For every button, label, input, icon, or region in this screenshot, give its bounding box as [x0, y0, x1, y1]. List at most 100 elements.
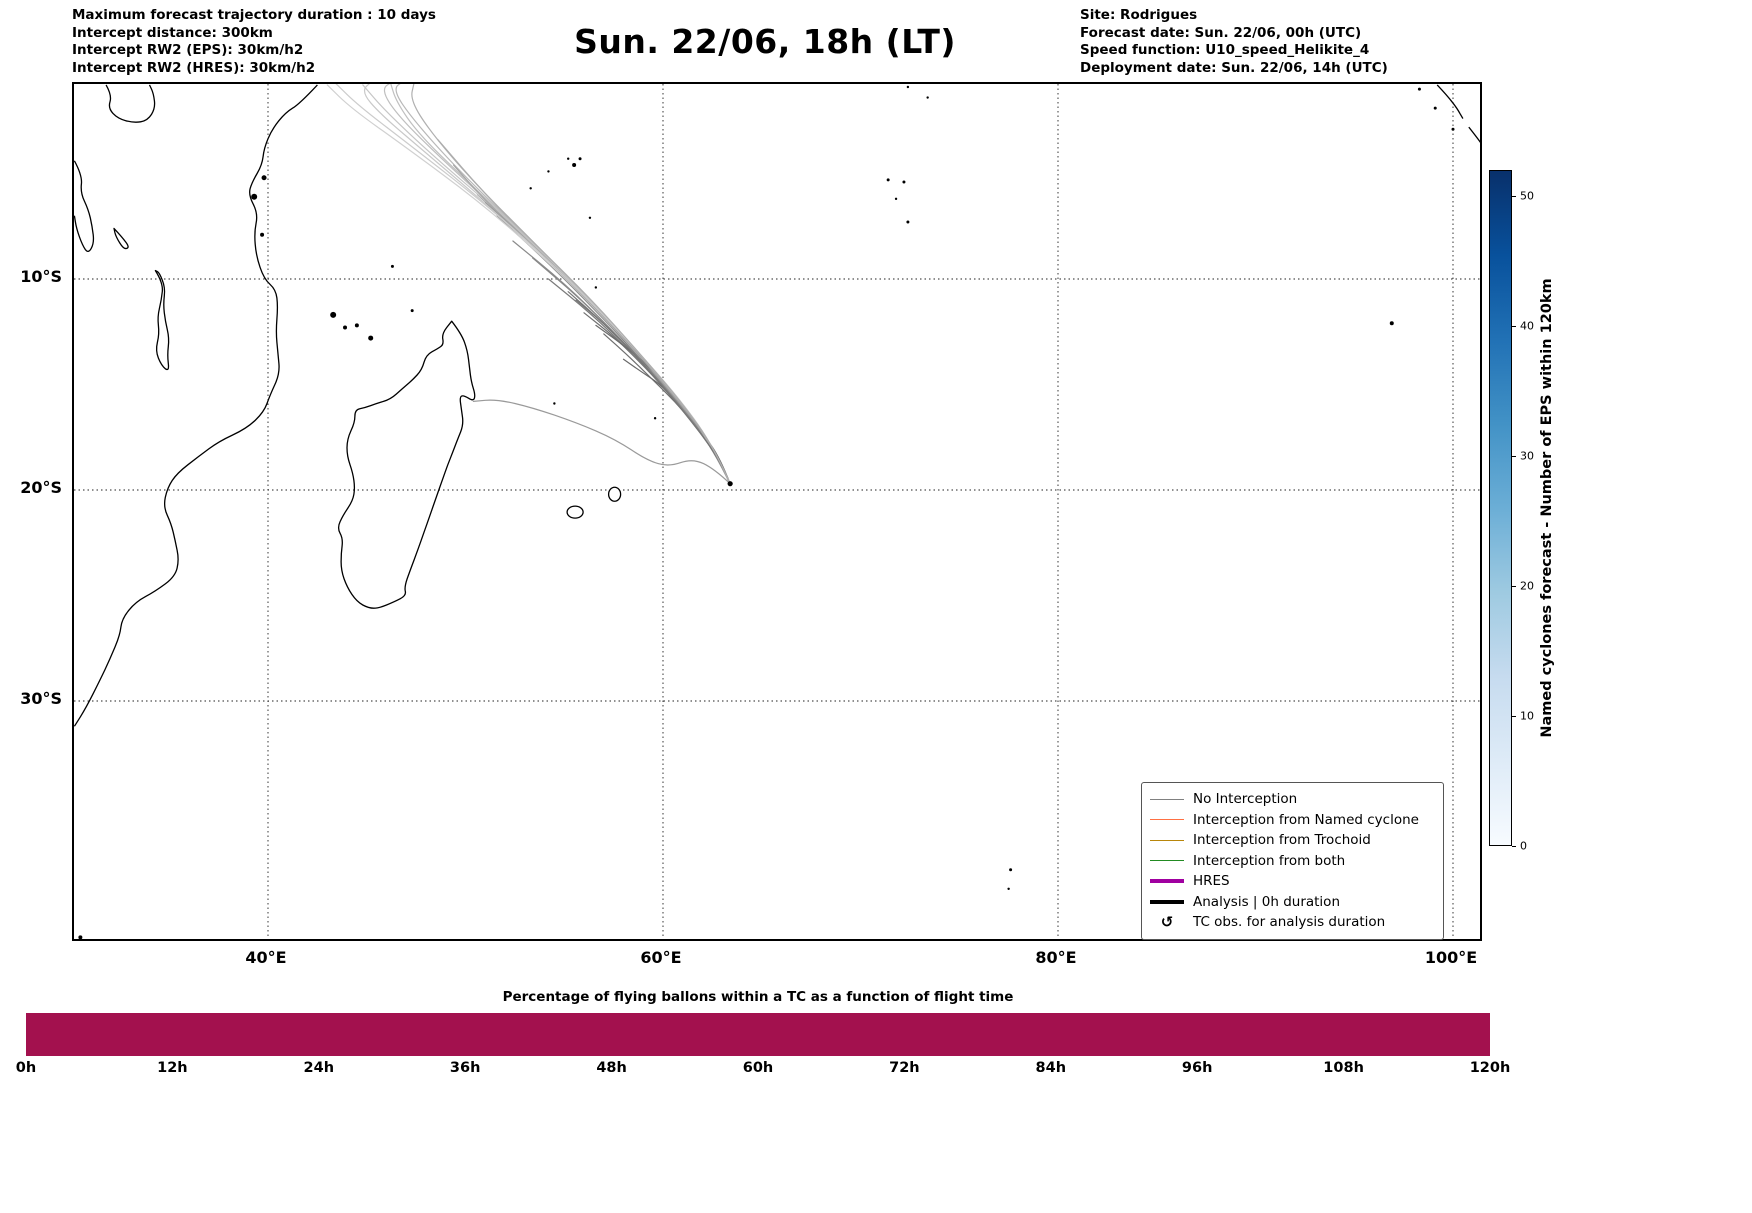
island-dot	[1417, 87, 1421, 91]
island-dot	[902, 180, 906, 184]
forecast-params-block: Maximum forecast trajectory duration : 1…	[72, 7, 436, 77]
colorbar-tick-label: 40	[1520, 319, 1534, 333]
plot-title: Sun. 22/06, 18h (LT)	[574, 22, 956, 61]
legend-line	[1150, 879, 1184, 884]
legend-item-label: Interception from Trochoid	[1193, 832, 1371, 849]
legend-line-sample	[1150, 879, 1184, 884]
site-info-block: Site: Rodrigues Forecast date: Sun. 22/0…	[1080, 7, 1388, 77]
legend-item-label: Interception from Named cyclone	[1193, 811, 1419, 828]
island-dot	[78, 935, 83, 939]
legend-item: HRES	[1150, 871, 1435, 892]
island-dot	[906, 220, 910, 224]
flight-time-tick-label: 36h	[449, 1060, 481, 1076]
legend-line	[1150, 899, 1184, 904]
lake-tanganyika-coastline	[74, 160, 95, 252]
legend-line	[1150, 860, 1184, 862]
legend-item: Interception from Named cyclone	[1150, 810, 1435, 831]
flight-time-tick-label: 48h	[596, 1060, 627, 1076]
legend-item-label: HRES	[1193, 873, 1230, 890]
island-dot	[343, 325, 348, 330]
colorbar-tick-label: 30	[1520, 449, 1534, 463]
colorbar-tick-mark	[1512, 586, 1516, 587]
flight-time-tick-label: 0h	[15, 1060, 37, 1076]
trajectory-line	[512, 240, 731, 485]
trajectory-line	[622, 358, 731, 485]
island-dot	[251, 193, 258, 200]
island-dot	[578, 157, 582, 161]
launch-site-marker	[727, 481, 733, 487]
trajectory-line	[555, 265, 731, 485]
trajectory-line	[547, 278, 731, 485]
island-dot	[572, 163, 577, 168]
colorbar-label: Named cyclones forecast - Number of EPS …	[1539, 278, 1555, 738]
trajectory-line	[437, 139, 731, 485]
site-line: Forecast date: Sun. 22/06, 00h (UTC)	[1080, 24, 1362, 41]
param-line: Intercept distance: 300km	[72, 24, 273, 41]
legend-item-label: Analysis | 0h duration	[1193, 893, 1340, 910]
trajectory-line	[335, 84, 731, 485]
flight-time-tick-label: 96h	[1181, 1060, 1213, 1076]
legend-item: ↺ TC obs. for analysis duration	[1150, 912, 1435, 933]
colorbar-tick-label: 50	[1520, 189, 1534, 203]
island-dot	[1433, 106, 1437, 110]
colorbar-tick-mark	[1512, 846, 1516, 847]
trajectory-line	[362, 84, 731, 485]
legend-item: Interception from Trochoid	[1150, 830, 1435, 851]
trajectory-line	[567, 291, 731, 485]
island-dot	[261, 175, 267, 181]
param-line: Intercept RW2 (HRES): 30km/h2	[72, 59, 316, 76]
flight-time-tick-label: 12h	[157, 1060, 188, 1076]
island-dot	[567, 157, 570, 160]
flight-time-tick-label: 84h	[1035, 1060, 1067, 1076]
legend-item-label: Interception from both	[1193, 852, 1346, 869]
reunion-island-outline	[566, 505, 584, 519]
lake-victoria-coastline	[105, 84, 156, 123]
legend-line	[1150, 839, 1184, 841]
island-dot	[1389, 321, 1394, 326]
trajectory-line	[363, 84, 731, 485]
island-dot	[906, 85, 910, 89]
flight-time-chart-title: Percentage of flying ballons within a TC…	[502, 989, 1014, 1005]
island-dot	[529, 187, 532, 190]
x-tick-label: 100°E	[1424, 948, 1478, 967]
trajectory-line	[472, 399, 731, 485]
flight-time-tick-label: 60h	[742, 1060, 774, 1076]
x-tick-label: 40°E	[245, 948, 287, 967]
colorbar-tick-label: 20	[1520, 579, 1534, 593]
legend-line	[1150, 819, 1184, 821]
tc-percentage-bar	[26, 1013, 1490, 1056]
lake-malawi-coastline	[154, 269, 170, 371]
island-dot	[330, 311, 337, 318]
island-dot	[926, 96, 929, 99]
island-dot	[594, 286, 598, 289]
madagascar-coastline	[337, 320, 476, 609]
island-dot	[1007, 887, 1010, 890]
param-line: Intercept RW2 (EPS): 30km/h2	[72, 42, 304, 58]
colorbar-tick-mark	[1512, 326, 1516, 327]
legend-line	[1150, 798, 1184, 800]
island-dot	[1009, 868, 1013, 872]
rotate-ccw-icon: ↺	[1160, 912, 1174, 931]
trajectory-line	[476, 194, 731, 485]
flight-time-tick-label: 120h	[1469, 1060, 1511, 1076]
tc-obs-symbol-icon: ↺	[1150, 912, 1184, 931]
island-dot	[588, 216, 592, 220]
trajectory-line	[383, 84, 731, 485]
trajectory-line	[326, 84, 731, 485]
island-dot	[653, 417, 657, 420]
sumatra-fragment-b-coastline	[1468, 126, 1480, 143]
x-tick-label: 60°E	[640, 948, 682, 967]
legend-item: Analysis | 0h duration	[1150, 892, 1435, 913]
mauritius-island-outline	[607, 486, 622, 502]
island-dot	[894, 197, 898, 201]
param-line: Maximum forecast trajectory duration : 1…	[72, 7, 436, 23]
island-dot	[354, 323, 359, 328]
colorbar-tick-label: 0	[1520, 839, 1527, 853]
flight-time-tick-label: 72h	[889, 1060, 920, 1076]
legend-line-sample	[1150, 798, 1184, 800]
trajectory-line	[453, 164, 731, 485]
africa-coast-coastline	[74, 84, 318, 727]
flight-time-tick-label: 24h	[303, 1060, 335, 1076]
legend-item-label: TC obs. for analysis duration	[1193, 914, 1386, 931]
island-dot	[1451, 127, 1455, 131]
